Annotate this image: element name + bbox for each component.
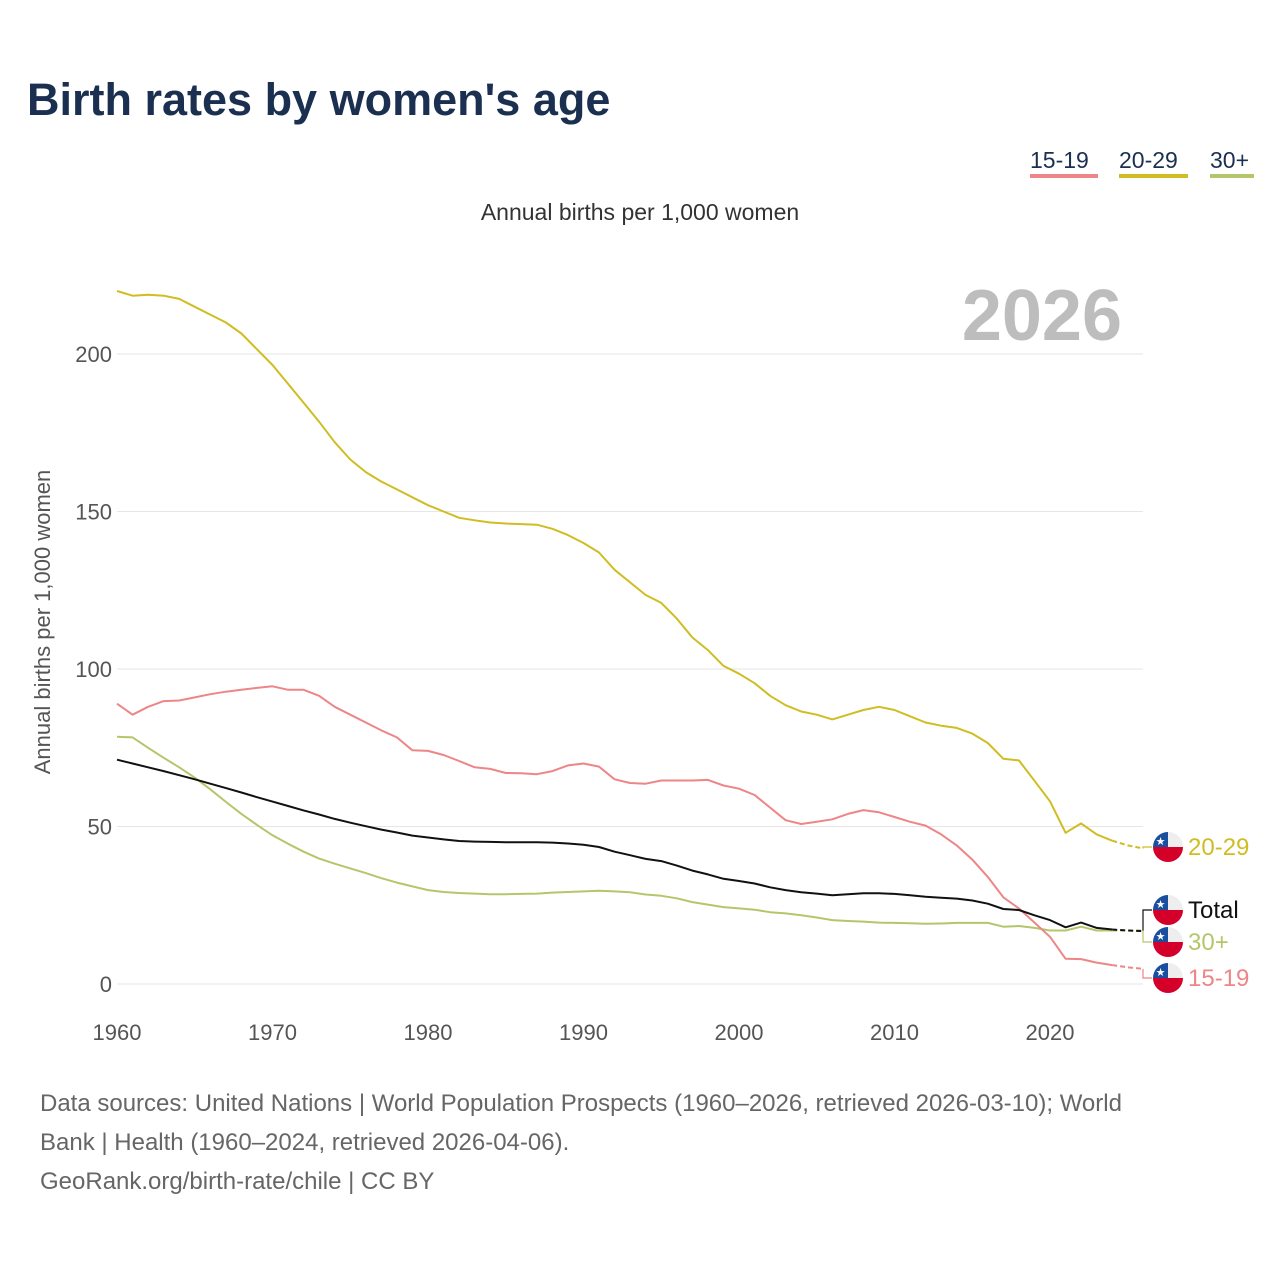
legend: 15-19 20-29 30+ [1030, 147, 1254, 178]
series-line-30+ [116, 735, 1113, 932]
flag-star: ★ [1156, 899, 1166, 911]
end-label-15-19: 15-19 [1188, 965, 1249, 992]
chart-subtitle: Annual births per 1,000 women [481, 199, 799, 225]
flag-red [1153, 910, 1183, 925]
series-projection-20-29 [1111, 839, 1144, 850]
end-label-20-29: 20-29 [1188, 834, 1249, 861]
chile-flag-icon: ★ [1153, 927, 1183, 957]
series-line-15-19 [116, 685, 1113, 967]
flag-star: ★ [1156, 967, 1166, 979]
flag-star: ★ [1156, 836, 1166, 848]
y-tick-label: 50 [88, 815, 112, 840]
label-connector [1142, 930, 1152, 943]
x-tick-label: 1980 [404, 1020, 453, 1045]
series-lines [116, 290, 1144, 970]
end-label-30+: 30+ [1188, 929, 1229, 956]
legend-label-20-29: 20-29 [1119, 147, 1178, 173]
end-labels: ★ 20-29 ★ Total ★ 30+ ★ 15-19 [1142, 832, 1249, 993]
series-line-20-29 [116, 290, 1113, 842]
chile-flag-icon: ★ [1153, 832, 1183, 862]
legend-swatch-20-29 [1119, 174, 1188, 178]
flag-blue [1153, 927, 1168, 942]
label-connector [1142, 909, 1152, 932]
x-tick-label: 2020 [1026, 1020, 1075, 1045]
label-connector [1142, 846, 1152, 849]
chart-title: Birth rates by women's age [27, 74, 610, 125]
x-tick-label: 1990 [559, 1020, 608, 1045]
flag-blue [1153, 963, 1168, 978]
y-tick-label: 200 [75, 342, 112, 367]
legend-swatch-15-19 [1030, 174, 1098, 178]
chile-flag-icon: ★ [1153, 963, 1183, 993]
flag-red [1153, 847, 1183, 862]
flag-blue [1153, 895, 1168, 910]
series-projection-Total [1112, 928, 1144, 933]
x-tick-label: 2010 [870, 1020, 919, 1045]
y-axis-label: Annual births per 1,000 women [30, 470, 55, 775]
y-tick-label: 100 [75, 657, 112, 682]
chile-flag-icon: ★ [1153, 895, 1183, 925]
y-tick-label: 150 [75, 500, 112, 525]
label-connector [1142, 968, 1152, 979]
grid: 0 50 100 150 200 1960 1970 1980 1990 2000 2010 2020 [75, 342, 1143, 1045]
year-display: 2026 [962, 276, 1122, 356]
legend-label-15-19: 15-19 [1030, 147, 1089, 173]
source-line-3: GeoRank.org/birth-rate/chile | CC BY [40, 1168, 434, 1195]
flag-red [1153, 942, 1183, 957]
flag-star: ★ [1156, 931, 1166, 943]
end-label-Total: Total [1188, 897, 1239, 924]
source-line-2: Bank | Health (1960–2024, retrieved 2026… [40, 1129, 569, 1156]
source-line-1: Data sources: United Nations | World Pop… [40, 1090, 1122, 1117]
flag-red [1153, 978, 1183, 993]
legend-label-30+: 30+ [1210, 147, 1249, 173]
y-tick-label: 0 [100, 972, 112, 997]
x-tick-label: 2000 [715, 1020, 764, 1045]
series-projection-15-19 [1112, 964, 1144, 970]
flag-blue [1153, 832, 1168, 847]
x-tick-label: 1970 [248, 1020, 297, 1045]
series-line-Total [116, 758, 1113, 931]
x-tick-label: 1960 [93, 1020, 142, 1045]
legend-swatch-30+ [1210, 174, 1254, 178]
